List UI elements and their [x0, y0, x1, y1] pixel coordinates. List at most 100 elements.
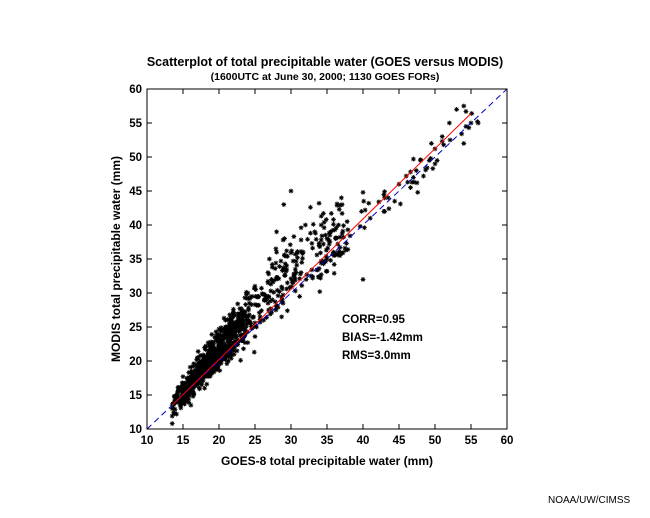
data-point [347, 233, 353, 239]
data-point [187, 374, 192, 380]
data-point [277, 289, 282, 295]
data-point [242, 340, 248, 346]
data-point [200, 376, 205, 382]
data-point [279, 297, 285, 303]
data-point [212, 334, 218, 340]
data-point [216, 326, 222, 332]
data-point [274, 274, 279, 280]
data-point [398, 201, 403, 207]
data-point [298, 237, 304, 243]
data-point [204, 381, 210, 387]
data-point [332, 227, 338, 233]
data-point [293, 258, 299, 264]
data-point [310, 221, 316, 227]
data-point [180, 381, 186, 386]
data-point [204, 363, 210, 369]
data-point [366, 200, 372, 206]
data-point [318, 250, 323, 256]
data-point [218, 328, 223, 334]
data-point [323, 232, 328, 238]
data-point [210, 345, 215, 350]
data-point [299, 260, 305, 265]
data-point [239, 326, 245, 332]
data-point [227, 345, 233, 351]
data-point [340, 250, 346, 256]
rms-annotation: RMS=3.0mm [342, 350, 411, 362]
data-point [326, 230, 332, 236]
y-axis-ticks: 10 15 20 25 30 35 40 45 50 55 60 [129, 84, 507, 436]
data-point [198, 358, 204, 364]
data-point [233, 327, 238, 333]
data-point [204, 372, 210, 377]
data-point [232, 338, 238, 344]
data-point [245, 340, 251, 346]
data-point [196, 368, 202, 374]
chart-subtitle: (1600UTC at June 30, 2000; 1130 GOES FOR… [211, 71, 440, 83]
x-axis-ticks: 10 15 20 25 30 35 40 45 50 55 60 [141, 89, 513, 447]
data-point [222, 347, 228, 353]
data-point [246, 300, 252, 306]
data-point [206, 362, 212, 367]
data-point [209, 359, 215, 365]
data-point [321, 225, 327, 231]
data-point [439, 134, 445, 139]
data-point [183, 380, 189, 386]
data-point [333, 236, 339, 241]
data-point [188, 402, 194, 408]
data-point [235, 325, 241, 331]
data-point [179, 391, 185, 397]
data-point [212, 359, 218, 365]
data-point [430, 166, 436, 171]
x-tick-label: 20 [213, 435, 226, 447]
one-to-one-line [146, 88, 508, 430]
data-point [215, 352, 220, 358]
data-point [331, 249, 336, 255]
data-point [220, 357, 225, 363]
data-point [309, 267, 315, 273]
data-point [230, 332, 236, 338]
data-point [217, 351, 223, 356]
data-point [229, 317, 235, 323]
data-point [340, 228, 346, 234]
data-point [246, 320, 252, 326]
data-point [273, 307, 279, 313]
data-point [231, 345, 237, 351]
data-point [291, 234, 297, 239]
data-point [336, 250, 341, 256]
data-point [308, 204, 313, 210]
data-point [205, 355, 210, 360]
data-point [218, 338, 224, 344]
data-point [265, 270, 271, 275]
data-point [275, 293, 281, 299]
data-point [216, 332, 222, 337]
data-point [261, 297, 267, 303]
data-point [253, 294, 259, 299]
data-point [275, 304, 281, 310]
data-point [254, 324, 259, 330]
data-point [177, 397, 183, 403]
data-point [408, 185, 413, 190]
y-tick-label: 55 [129, 118, 142, 130]
data-point [298, 225, 304, 231]
data-point [461, 103, 467, 109]
data-point [274, 229, 279, 235]
data-point [297, 276, 303, 282]
data-point [312, 229, 318, 235]
data-point [328, 257, 333, 263]
data-point [244, 314, 250, 320]
data-point [231, 330, 236, 336]
data-point [331, 221, 336, 227]
data-point [274, 249, 279, 255]
data-point [231, 306, 236, 312]
data-point [179, 388, 184, 394]
data-point [237, 332, 243, 338]
data-point [282, 272, 287, 278]
data-point [277, 264, 282, 269]
data-point [324, 268, 330, 274]
data-point [210, 367, 216, 373]
data-point [316, 274, 322, 280]
data-point [236, 312, 242, 318]
data-point [260, 291, 266, 297]
data-point [337, 202, 343, 208]
